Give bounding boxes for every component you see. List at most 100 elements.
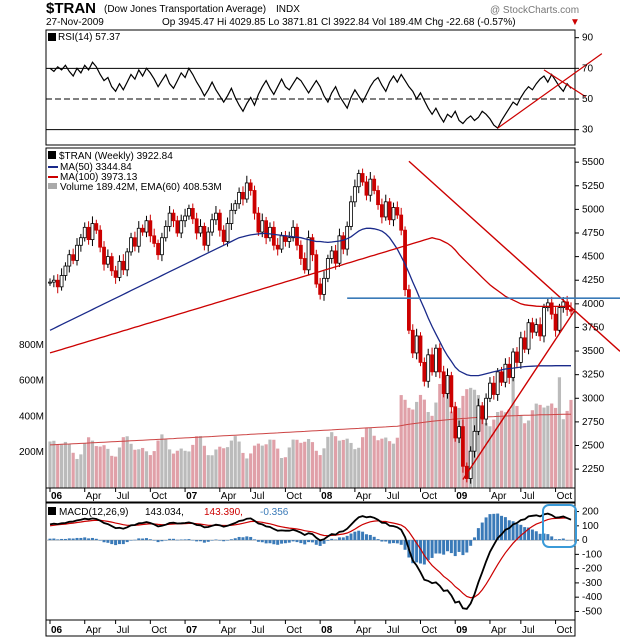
volume-bar [484,422,488,488]
candle-body [225,223,230,242]
volume-bar [225,447,230,488]
candle-body [121,260,126,271]
price-tick-label: 5250 [582,181,605,192]
macd-histogram-bar [465,540,469,553]
volume-bar [214,449,218,488]
rsi-line [49,61,572,130]
candle-body [75,244,79,261]
volume-bar [249,453,253,488]
macd-histogram-bar [534,531,538,541]
volume-bar [469,387,473,488]
macd-histogram-bar [56,539,60,541]
price-trendline [462,309,576,480]
x-tick-label: Oct [557,625,573,636]
macd-signal-line [49,517,572,599]
volume-bar [56,444,60,488]
macd-histogram-bar [361,531,365,541]
candle-body [491,382,496,395]
volume-bar [202,445,206,488]
macd-histogram-bar [538,533,542,541]
candle-body [82,226,87,239]
volume-bar [310,442,315,488]
price-title: $TRAN (Weekly) 3922.84 [59,151,173,162]
macd-histogram-bar [67,538,71,541]
volume-bar [361,437,365,488]
volume-bar [415,401,419,488]
macd-tick-label: -200 [582,564,602,575]
candle-body [171,212,176,222]
candle-body [298,244,303,259]
candle-body [63,265,68,276]
candle-body [418,335,423,363]
x-tick-label: 08 [321,625,333,636]
volume-bar [90,440,95,488]
watermark: @ StockCharts.com [490,5,579,16]
rsi-trendline [543,69,586,98]
macd-histogram-bar [295,540,299,543]
macd-histogram-bar [237,536,241,541]
candle-body [499,371,504,383]
macd-histogram-bar [264,540,268,544]
volume-bar [422,399,426,488]
macd-histogram-bar [307,540,311,543]
candle-body [256,212,261,233]
volume-bar [299,442,303,488]
volume-bar [245,458,249,488]
candle-body [152,235,157,244]
macd-histogram-bar [303,540,307,545]
volume-bar [496,412,500,488]
macd-histogram-bar [330,538,334,541]
macd-histogram-bar [79,537,83,541]
volume-bar [279,458,284,488]
volume-bar [114,456,118,488]
macd-tick-label: -100 [582,549,602,560]
macd-title: MACD(12,26,9) [59,507,128,518]
macd-histogram-bar [422,540,426,565]
price-tick-label: 3250 [582,370,605,381]
macd-histogram-bar [318,540,322,546]
volume-bar [276,448,280,488]
candle-body [163,225,168,239]
candle-body [329,250,334,259]
macd-histogram-bar [117,540,121,545]
macd-histogram-bar [222,540,226,542]
price-tick-label: 4000 [582,299,605,310]
candle-body [55,279,60,288]
x-tick-label: Apr [491,491,507,502]
x-tick-label: 06 [51,625,63,636]
macd-histogram-bar [195,540,199,542]
candle-body [437,347,442,373]
candle-body [144,220,149,233]
macd-line [49,512,572,610]
candle-body [167,212,172,227]
x-tick-label: Apr [356,625,372,636]
rsi-title: RSI(14) 57.37 [58,32,121,43]
macd-histogram-bar [310,540,314,543]
candle-body [530,322,535,333]
macd-histogram-bar [125,540,129,543]
rsi-tick-label: 70 [582,63,594,74]
volume-bar [538,404,542,488]
x-tick-label: Jul [252,625,265,636]
candle-body [202,225,207,246]
volume-bar [333,436,338,488]
candle-body [206,231,211,246]
candle-body [198,225,203,234]
macd-histogram-bar [121,540,125,545]
macd-histogram-bar [372,536,376,541]
volume-bar [499,410,504,488]
volume-bar [233,436,237,488]
macd-histogram-bar [276,540,280,545]
chart-date: 27-Nov-2009 [46,17,104,28]
candle-body [306,237,311,271]
volume-bar [395,437,399,488]
price-tick-label: 3750 [582,322,605,333]
volume-bar [152,451,156,488]
candle-body [279,235,284,250]
volume-bar [523,423,527,488]
macd-histogram-bar [260,540,264,543]
macd-histogram-bar [415,540,419,563]
price-tick-label: 4750 [582,228,605,239]
macd-histogram-bar [341,537,345,541]
